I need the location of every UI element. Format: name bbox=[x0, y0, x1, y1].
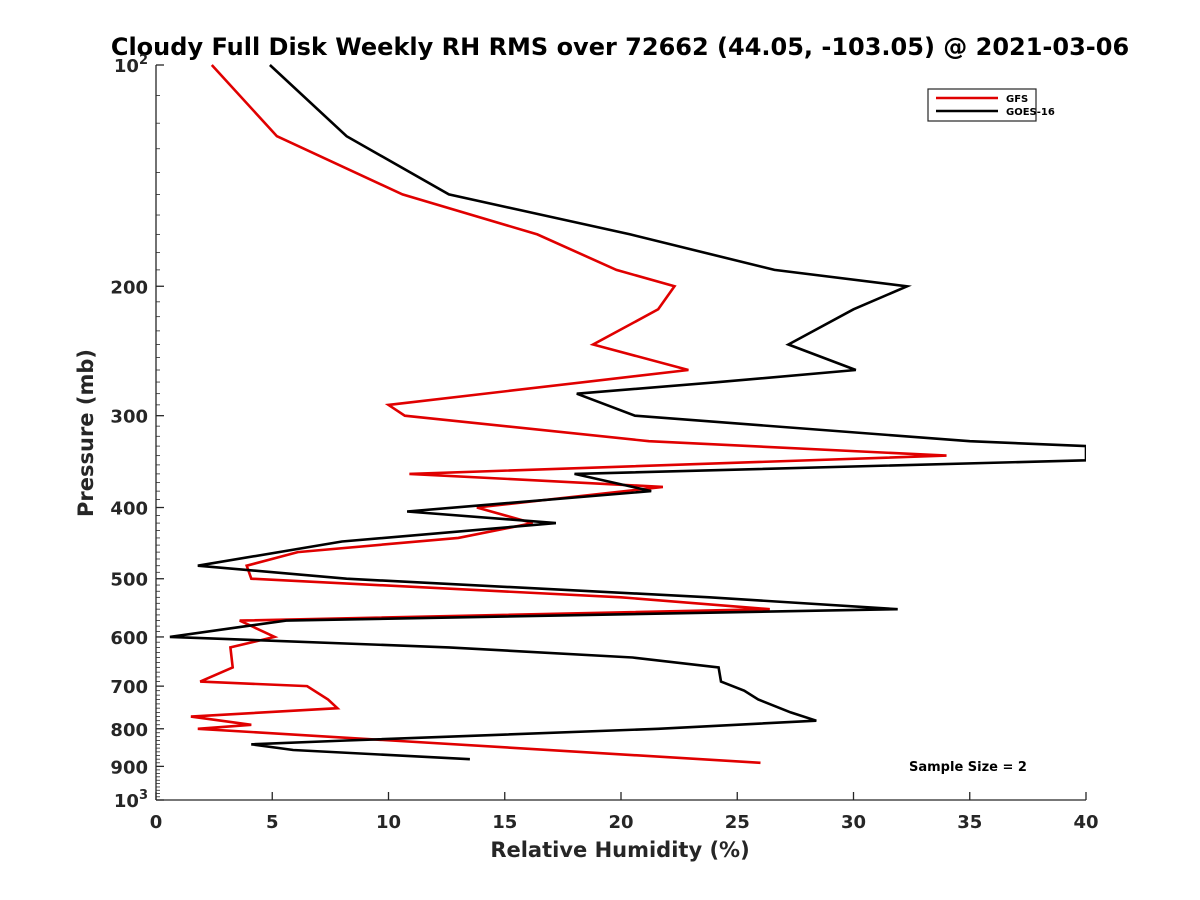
x-tick-label: 30 bbox=[841, 812, 866, 833]
y-tick-label: 700 bbox=[110, 677, 148, 698]
series-line-gfs bbox=[190, 64, 947, 765]
x-tick-label: 10 bbox=[376, 812, 401, 833]
sample-size-annotation: Sample Size = 2 bbox=[909, 760, 1027, 775]
legend-label: GOES-16 bbox=[1006, 107, 1055, 118]
y-axis-label: Pressure (mb) bbox=[74, 349, 98, 517]
x-tick-label: 5 bbox=[266, 812, 279, 833]
y-tick-label: 500 bbox=[110, 570, 148, 591]
x-tick-label: 35 bbox=[957, 812, 982, 833]
series-line-goes-16 bbox=[169, 64, 1086, 761]
legend-label: GFS bbox=[1006, 94, 1028, 105]
x-tick-label: 25 bbox=[725, 812, 750, 833]
x-axis-label: Relative Humidity (%) bbox=[490, 838, 749, 862]
x-tick-label: 0 bbox=[150, 812, 163, 833]
legend-box bbox=[927, 88, 1037, 122]
y-tick-label: 200 bbox=[110, 277, 148, 298]
y-tick-label: 102 bbox=[114, 53, 148, 77]
y-tick-label: 300 bbox=[110, 407, 148, 428]
y-tick-label: 103 bbox=[114, 788, 148, 812]
chart-title: Cloudy Full Disk Weekly RH RMS over 7266… bbox=[111, 33, 1129, 61]
y-tick-label: 900 bbox=[110, 757, 148, 778]
x-tick-label: 20 bbox=[608, 812, 633, 833]
x-tick-label: 40 bbox=[1073, 812, 1098, 833]
series-layer bbox=[169, 64, 1086, 765]
x-tick-label: 15 bbox=[492, 812, 517, 833]
axes: 0 5 10 15 20 25 30 35 40 102 200 300 400 500 600 700 800… bbox=[110, 53, 1098, 833]
y-tick-label: 600 bbox=[110, 628, 148, 649]
y-tick-label: 400 bbox=[110, 499, 148, 520]
legend: GFS GOES-16 bbox=[927, 88, 1055, 122]
y-tick-label: 800 bbox=[110, 720, 148, 741]
